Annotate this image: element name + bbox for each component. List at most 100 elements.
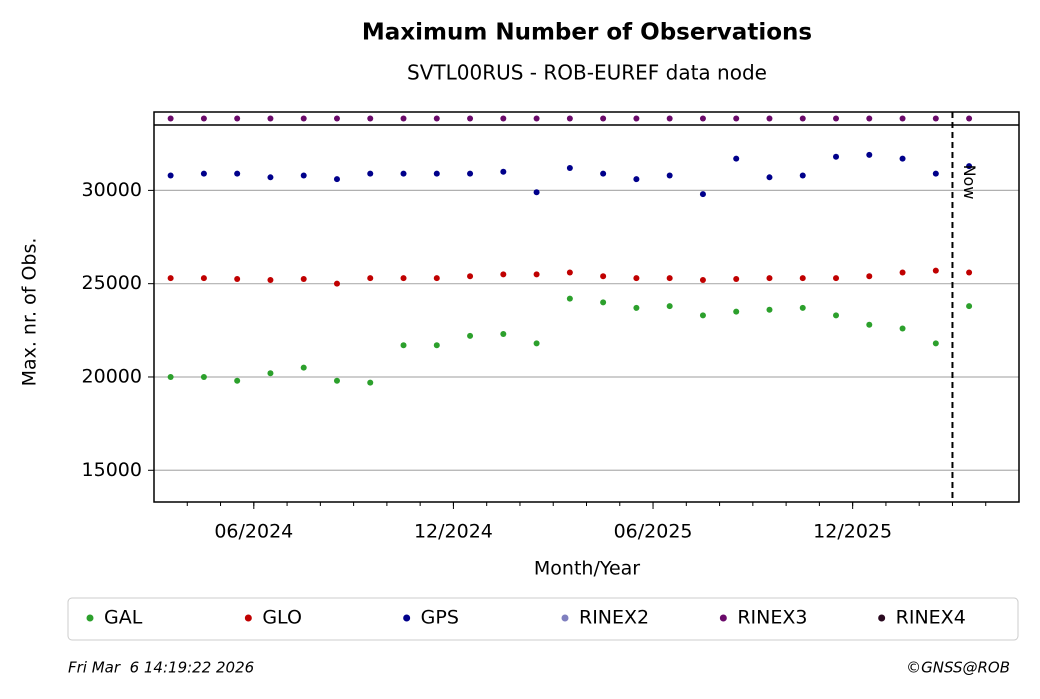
footer-date: Fri Mar 6 14:19:22 2026 [68, 659, 254, 677]
data-point [267, 174, 274, 181]
data-point [167, 172, 174, 179]
legend-marker [86, 614, 94, 622]
data-point [633, 176, 640, 183]
data-point [200, 373, 207, 380]
legend-label: GPS [421, 607, 459, 629]
data-point [533, 340, 540, 347]
data-point [799, 172, 806, 179]
data-point [699, 276, 706, 283]
data-point [733, 276, 740, 283]
y-tick-label: 30000 [82, 179, 142, 201]
y-tick-label: 25000 [82, 272, 142, 294]
legend-marker [561, 614, 569, 622]
legend-marker [403, 614, 411, 622]
data-point [666, 275, 673, 282]
data-point [300, 172, 307, 179]
data-point [467, 170, 474, 177]
x-tick-label: 06/2024 [214, 521, 293, 543]
data-point [333, 115, 340, 122]
data-point [633, 115, 640, 122]
data-point [899, 269, 906, 276]
footer-copyright: ©GNSS@ROB [906, 659, 1010, 677]
data-point [400, 170, 407, 177]
data-point [400, 115, 407, 122]
data-point [500, 331, 507, 338]
data-point [467, 115, 474, 122]
data-point [633, 275, 640, 282]
data-point [666, 115, 673, 122]
data-point [833, 153, 840, 160]
data-point [566, 295, 573, 302]
data-point [234, 276, 241, 283]
now-label: Now [960, 165, 979, 200]
data-point [300, 115, 307, 122]
x-tick-label: 12/2024 [414, 521, 493, 543]
x-tick-label: 06/2025 [614, 521, 693, 543]
data-point [300, 364, 307, 371]
data-point [866, 115, 873, 122]
data-point [866, 321, 873, 328]
data-point [966, 303, 973, 310]
data-point [799, 115, 806, 122]
chart-title: Maximum Number of Observations [362, 20, 812, 46]
data-point [500, 115, 507, 122]
x-tick-label: 12/2025 [813, 521, 892, 543]
data-point [367, 275, 374, 282]
data-point [400, 342, 407, 349]
data-point [666, 172, 673, 179]
data-point [467, 273, 474, 280]
data-point [167, 115, 174, 122]
data-point [566, 269, 573, 276]
legend-label: RINEX2 [579, 607, 649, 629]
data-point [866, 151, 873, 158]
data-point [766, 174, 773, 181]
data-point [367, 115, 374, 122]
data-point [799, 304, 806, 311]
data-point [333, 176, 340, 183]
legend-box [67, 597, 1019, 641]
legend-label: RINEX3 [737, 607, 807, 629]
y-tick-label: 20000 [82, 365, 142, 387]
data-point [866, 273, 873, 280]
data-point [699, 191, 706, 198]
data-point [899, 155, 906, 162]
data-point [833, 312, 840, 319]
x-axis-label: Month/Year [534, 558, 640, 580]
data-point [433, 170, 440, 177]
legend-label: GLO [262, 607, 302, 629]
legend-marker [878, 614, 886, 622]
data-point [966, 163, 973, 170]
data-point [167, 373, 174, 380]
data-point [733, 155, 740, 162]
data-point [766, 275, 773, 282]
y-tick-label: 15000 [82, 459, 142, 481]
data-point [467, 332, 474, 339]
data-point [766, 115, 773, 122]
data-point [932, 340, 939, 347]
data-point [267, 370, 274, 377]
chart-subtitle: SVTL00RUS - ROB-EUREF data node [407, 61, 767, 85]
data-point [833, 275, 840, 282]
data-point [600, 170, 607, 177]
data-point [200, 115, 207, 122]
data-point [733, 115, 740, 122]
data-point [899, 115, 906, 122]
data-point [367, 170, 374, 177]
data-point [766, 306, 773, 313]
data-point [500, 271, 507, 278]
data-point [566, 115, 573, 122]
legend-label: GAL [104, 607, 143, 629]
data-point [433, 275, 440, 282]
legend-marker [244, 614, 252, 622]
data-point [200, 170, 207, 177]
data-point [600, 273, 607, 280]
y-axis-label: Max. nr. of Obs. [19, 238, 41, 387]
data-point [500, 168, 507, 175]
data-point [699, 312, 706, 319]
data-point [833, 115, 840, 122]
legend-label: RINEX4 [896, 607, 966, 629]
data-point [400, 275, 407, 282]
data-point [234, 115, 241, 122]
data-point [333, 280, 340, 287]
